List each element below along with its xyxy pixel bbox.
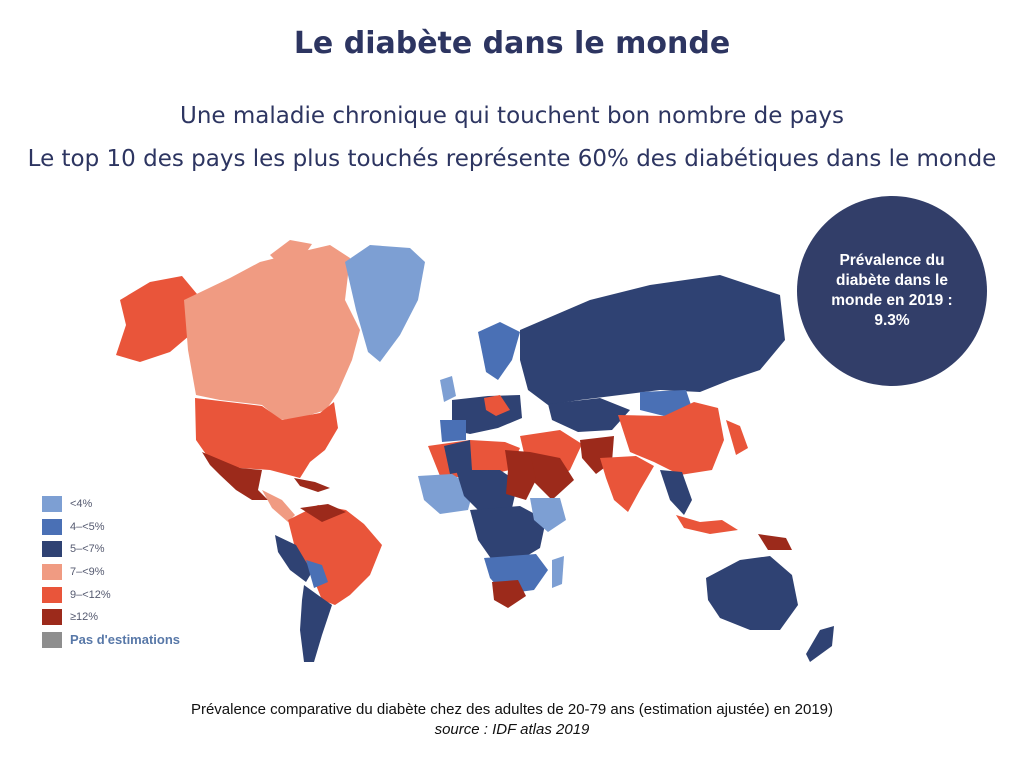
region-mexico xyxy=(202,452,268,500)
region-south-africa xyxy=(492,580,526,608)
region-kazakhstan xyxy=(548,398,630,432)
region-arabia xyxy=(530,452,574,500)
region-andes xyxy=(275,535,312,582)
region-arctic-islands xyxy=(270,240,312,265)
legend-label: Pas d'estimations xyxy=(70,632,181,648)
region-venezuela xyxy=(300,504,346,522)
legend-row: ≥12% xyxy=(42,606,180,629)
map-caption: Prévalence comparative du diabète chez d… xyxy=(190,701,834,718)
region-southeast-asia xyxy=(660,470,692,515)
legend-swatch xyxy=(42,631,62,648)
region-central-africa xyxy=(470,506,546,560)
legend-swatch xyxy=(42,518,62,535)
subtitle-1: Une maladie chronique qui touchent bon n… xyxy=(180,103,844,129)
map-source: source : IDF atlas 2019 xyxy=(434,721,590,738)
legend-swatch xyxy=(42,564,62,581)
legend-label: <4% xyxy=(70,498,93,511)
region-new-zealand xyxy=(806,626,834,662)
region-australia xyxy=(706,556,798,630)
region-east-africa xyxy=(530,498,566,532)
legend-label: 4–<5% xyxy=(70,520,105,533)
region-egypt-sudan xyxy=(505,450,536,500)
legend-label: 7–<9% xyxy=(70,566,105,579)
map-legend: <4% 4–<5% 5–<7% 7–<9% 9–<12% ≥12% Pas d'… xyxy=(42,493,180,651)
region-alaska xyxy=(116,276,202,362)
legend-swatch xyxy=(42,609,62,626)
region-uk xyxy=(440,376,456,402)
prevalence-text: Prévalence du diabète dans le monde en 2… xyxy=(831,252,953,329)
region-russia xyxy=(520,275,785,405)
region-balkans xyxy=(484,395,510,416)
legend-row: <4% xyxy=(42,493,180,516)
page-title: Le diabète dans le monde xyxy=(293,26,731,61)
legend-row: 5–<7% xyxy=(42,538,180,561)
region-scandinavia xyxy=(478,322,520,380)
region-papua xyxy=(758,534,792,550)
legend-row: 4–<5% xyxy=(42,516,180,539)
legend-swatch xyxy=(42,541,62,558)
legend-swatch xyxy=(42,586,62,603)
legend-label: 5–<7% xyxy=(70,543,105,556)
legend-label: 9–<12% xyxy=(70,588,111,601)
region-maghreb xyxy=(444,440,472,474)
legend-row: Pas d'estimations xyxy=(42,629,180,652)
region-indonesia xyxy=(676,515,738,534)
legend-label: ≥12% xyxy=(70,611,99,624)
region-iberia xyxy=(440,420,466,442)
legend-row: 7–<9% xyxy=(42,561,180,584)
region-southern-cone xyxy=(300,585,332,662)
region-west-africa xyxy=(418,474,474,514)
region-usa xyxy=(195,398,338,478)
legend-row: 9–<12% xyxy=(42,583,180,606)
region-central-america xyxy=(262,490,295,522)
legend-swatch xyxy=(42,496,62,513)
region-bolivia xyxy=(306,560,328,588)
region-sahel xyxy=(456,470,518,510)
region-canada xyxy=(184,245,360,420)
region-india xyxy=(600,456,654,512)
region-korea-japan xyxy=(726,420,748,455)
region-south-america-north xyxy=(288,505,382,605)
region-madagascar xyxy=(552,556,564,588)
region-china xyxy=(618,402,724,475)
prevalence-bubble: Prévalence du diabète dans le monde en 2… xyxy=(797,196,987,386)
region-caribbean xyxy=(294,478,330,492)
region-greenland xyxy=(345,245,425,362)
subtitle-2: Le top 10 des pays les plus touchés repr… xyxy=(27,146,997,172)
